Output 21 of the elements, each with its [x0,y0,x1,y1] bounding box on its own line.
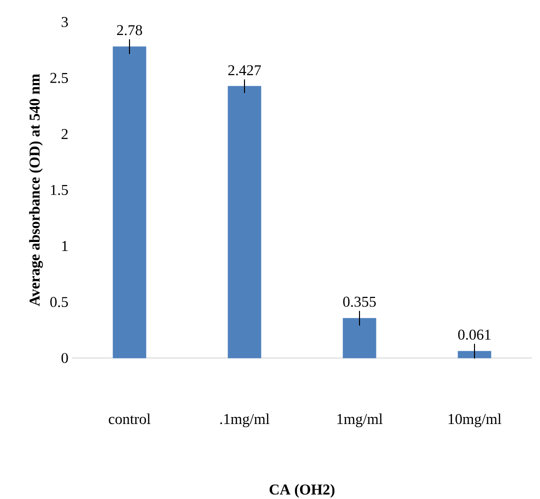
y-axis-title: Average absorbance (OD) at 540 nm [29,74,43,306]
bar [112,46,146,358]
data-label: 0.355 [343,296,376,307]
data-label: 2.427 [228,65,261,76]
y-tick-label: 0.5 [50,296,68,308]
y-tick-label: 0 [62,352,68,364]
data-label: 2.78 [117,25,142,36]
x-axis-title: CA (OH2) [270,484,334,498]
x-tick-label: 10mg/ml [448,414,502,428]
y-tick-label: 2.5 [50,72,68,84]
bar [458,350,492,358]
y-tick-label: 1 [62,241,68,251]
bar [228,86,262,358]
x-tick-label: .1mg/ml [220,414,270,428]
y-tick-label: 3 [62,16,68,28]
bar [342,318,376,358]
y-tick-label: 1.5 [51,184,68,196]
data-label: 0.061 [458,330,490,340]
y-tick-label: 2 [62,129,68,139]
x-tick-label: control [108,414,150,424]
x-tick-label: 1mg/ml [337,414,383,428]
